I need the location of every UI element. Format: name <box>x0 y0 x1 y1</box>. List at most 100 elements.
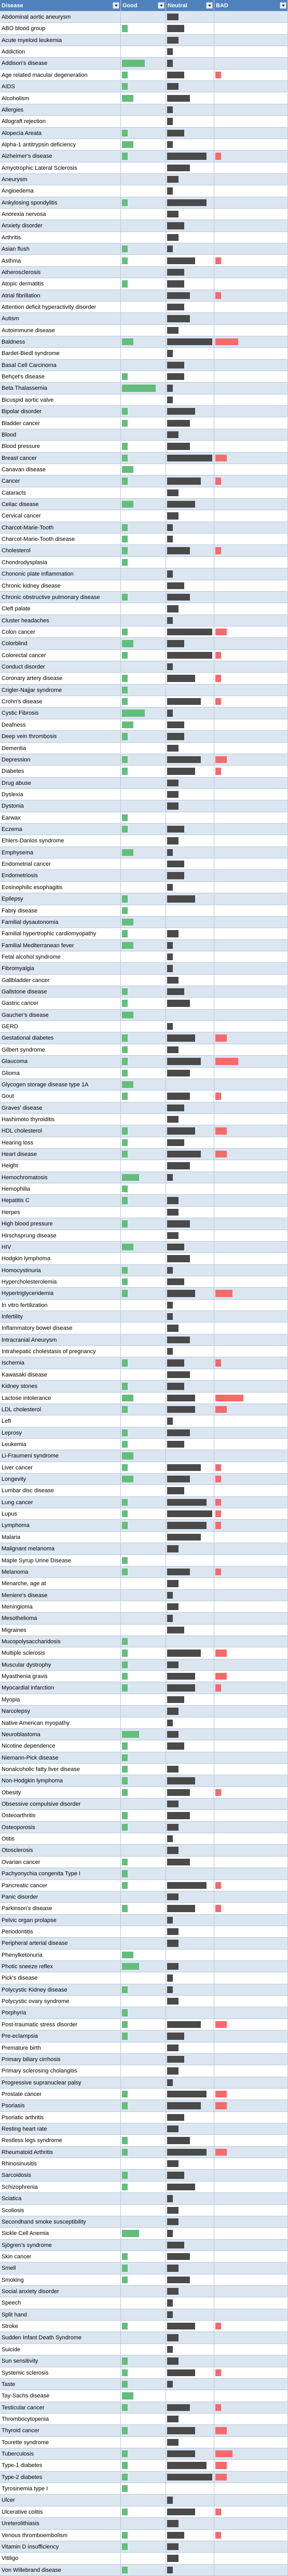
data-bar <box>122 826 128 833</box>
disease-cell: HDL cholesterol <box>0 1125 121 1137</box>
disease-cell: Obsessive compulsive disorder <box>0 1798 121 1810</box>
bar-cell <box>121 556 166 569</box>
disease-cell: Arthritis <box>0 231 121 244</box>
bar-cell <box>166 1613 214 1625</box>
bar-cell <box>166 951 214 963</box>
data-bar <box>167 1777 196 1784</box>
filter-button[interactable] <box>280 2 286 9</box>
bar-cell <box>214 1044 288 1056</box>
disease-cell: Basal Cell Carcinoma <box>0 359 121 372</box>
bar-cell <box>214 638 288 650</box>
data-bar <box>167 1104 184 1111</box>
bar-cell <box>121 185 166 197</box>
data-bar <box>122 83 128 90</box>
bar-cell <box>166 1230 214 1242</box>
bar-cell <box>214 1149 288 1161</box>
bar-cell <box>121 278 166 290</box>
bar-cell <box>214 2170 288 2182</box>
data-bar <box>122 501 133 508</box>
bar-cell <box>121 1218 166 1230</box>
bar-cell <box>121 905 166 917</box>
bar-cell <box>121 1508 166 1520</box>
bar-cell <box>214 1984 288 1996</box>
data-bar <box>167 617 173 624</box>
filter-button[interactable] <box>113 2 119 9</box>
data-bar <box>167 1893 179 1901</box>
bar-cell <box>121 394 166 406</box>
bar-cell <box>121 2321 166 2333</box>
bar-cell <box>166 1346 214 1358</box>
disease-cell: Drug abuse <box>0 777 121 789</box>
bar-cell <box>214 1091 288 1102</box>
bar-cell <box>166 1728 214 1741</box>
disease-cell: Scoliosis <box>0 2204 121 2216</box>
data-bar <box>122 1638 128 1645</box>
bar-cell <box>214 1996 288 2008</box>
bar-cell <box>121 1984 166 1996</box>
bar-cell <box>214 104 288 116</box>
disease-cell: Secondhand smoke susceptibility <box>0 2216 121 2228</box>
bar-cell <box>166 174 214 186</box>
bar-cell <box>214 58 288 70</box>
data-bar <box>167 2160 179 2168</box>
bar-cell <box>214 893 288 905</box>
data-bar <box>122 849 133 856</box>
bar-cell <box>166 2100 214 2112</box>
disease-cell: HIV <box>0 1241 121 1253</box>
bar-cell <box>166 278 214 290</box>
bar-cell <box>166 1868 214 1880</box>
bar-cell <box>214 2216 288 2228</box>
data-bar <box>167 1127 196 1135</box>
bar-cell <box>214 452 288 464</box>
bar-cell <box>121 266 166 279</box>
data-bar <box>122 2357 128 2365</box>
bar-cell <box>214 1810 288 1822</box>
data-bar <box>167 593 190 601</box>
disease-cell: Rhinosinusitis <box>0 2158 121 2170</box>
disease-cell: Systemic sclerosis <box>0 2367 121 2379</box>
bar-cell <box>214 1403 288 1416</box>
bar-cell <box>166 104 214 116</box>
data-bar <box>122 1243 133 1251</box>
disease-cell: Migraines <box>0 1624 121 1637</box>
data-bar <box>167 1905 196 1912</box>
bar-cell <box>166 777 214 789</box>
data-bar <box>167 883 173 891</box>
disease-cell: Type-2 diabetes <box>0 2471 121 2484</box>
data-bar <box>167 199 207 207</box>
bar-cell <box>166 1183 214 1195</box>
bar-cell <box>214 754 288 766</box>
bar-cell <box>166 800 214 812</box>
bar-cell <box>166 1601 214 1613</box>
bar-cell <box>121 719 166 731</box>
bar-cell <box>121 452 166 464</box>
bar-cell <box>214 1566 288 1578</box>
bar-cell <box>214 2506 288 2518</box>
bar-cell <box>121 2100 166 2112</box>
bar-cell <box>214 2413 288 2425</box>
data-bar <box>167 303 184 311</box>
disease-cell: Chronic obstructive pulmonary disease <box>0 591 121 604</box>
data-bar <box>167 1429 190 1436</box>
disease-cell: Sciatica <box>0 2193 121 2205</box>
bar-cell <box>166 2228 214 2240</box>
data-bar <box>215 2102 227 2109</box>
bar-cell <box>121 1032 166 1044</box>
data-bar <box>167 1115 179 1123</box>
bar-cell <box>121 1427 166 1439</box>
bar-cell <box>166 2262 214 2274</box>
bar-cell <box>121 2553 166 2565</box>
data-bar <box>122 129 128 137</box>
bar-cell <box>214 34 288 47</box>
data-bar <box>167 1858 190 1866</box>
data-bar <box>122 246 128 253</box>
data-bar <box>122 373 128 380</box>
data-bar <box>167 1394 196 1401</box>
filter-button[interactable] <box>158 2 164 9</box>
data-bar <box>167 768 196 775</box>
bar-cell <box>166 1589 214 1601</box>
filter-button[interactable] <box>206 2 213 9</box>
bar-cell <box>121 951 166 963</box>
bar-cell <box>121 603 166 615</box>
disease-cell: Anxiety disorder <box>0 220 121 232</box>
